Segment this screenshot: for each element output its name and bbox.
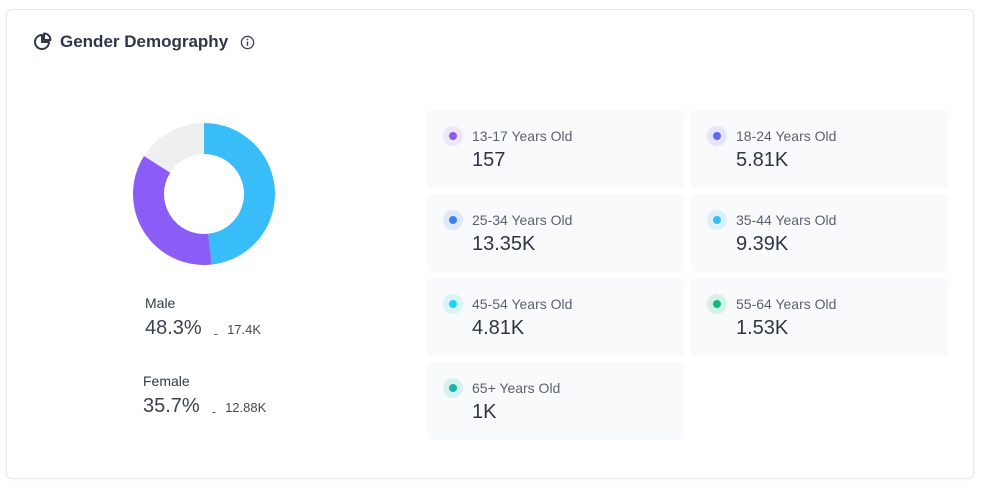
age-label: 18-24 Years Old [736,128,837,144]
age-tile-13-17: 13-17 Years Old 157 [427,110,684,188]
age-dot-ring [443,126,463,146]
age-label: 55-64 Years Old [736,296,837,312]
female-separator: - [211,404,217,419]
male-count: 17.4K [227,322,262,337]
donut-segment-male[interactable] [204,123,275,265]
age-dot-ring [707,294,727,314]
age-dot-ring [707,126,727,146]
age-label: 25-34 Years Old [472,212,573,228]
age-dot-ring [443,294,463,314]
age-dot-ring [707,210,727,230]
info-icon[interactable] [240,35,255,50]
age-dot-icon [713,300,721,308]
age-tile-18-24: 18-24 Years Old 5.81K [691,110,948,188]
female-count: 12.88K [225,400,267,415]
age-dot-icon [713,132,721,140]
card-header: Gender Demography [32,32,255,52]
age-tile-45-54: 45-54 Years Old 4.81K [427,278,684,356]
donut-segment-unknown[interactable] [144,123,204,173]
female-label: Female [143,373,190,389]
age-value: 13.35K [472,233,536,255]
age-dot-icon [713,216,721,224]
gender-male: Male 48.3% - 17.4K [145,295,262,341]
male-separator: - [213,326,219,341]
age-tile-65-plus: 65+ Years Old 1K [427,362,684,440]
age-tile-35-44: 35-44 Years Old 9.39K [691,194,948,272]
age-dot-icon [449,300,457,308]
age-value: 9.39K [736,233,789,255]
age-value: 157 [472,149,506,171]
age-tile-55-64: 55-64 Years Old 1.53K [691,278,948,356]
gender-donut-chart [133,123,275,265]
age-value: 5.81K [736,149,789,171]
male-label: Male [145,295,176,311]
age-label: 65+ Years Old [472,380,561,396]
donut-segment-female[interactable] [133,155,212,265]
female-percent: 35.7% [143,395,200,417]
age-dot-ring [443,378,463,398]
card-title: Gender Demography [60,32,229,51]
age-value: 4.81K [472,317,525,339]
age-dot-icon [449,132,457,140]
age-dot-icon [449,216,457,224]
age-tile-25-34: 25-34 Years Old 13.35K [427,194,684,272]
pie-chart-icon [32,32,52,52]
age-dot-ring [443,210,463,230]
gender-female: Female 35.7% - 12.88K [143,373,267,419]
age-value: 1K [472,401,497,423]
male-percent: 48.3% [145,317,202,339]
age-dot-icon [449,384,457,392]
age-label: 45-54 Years Old [472,296,573,312]
age-value: 1.53K [736,317,789,339]
gender-demography-card: Gender Demography Male 48.3% - 17.4K Fem… [6,9,974,479]
age-label: 13-17 Years Old [472,128,573,144]
age-label: 35-44 Years Old [736,212,837,228]
